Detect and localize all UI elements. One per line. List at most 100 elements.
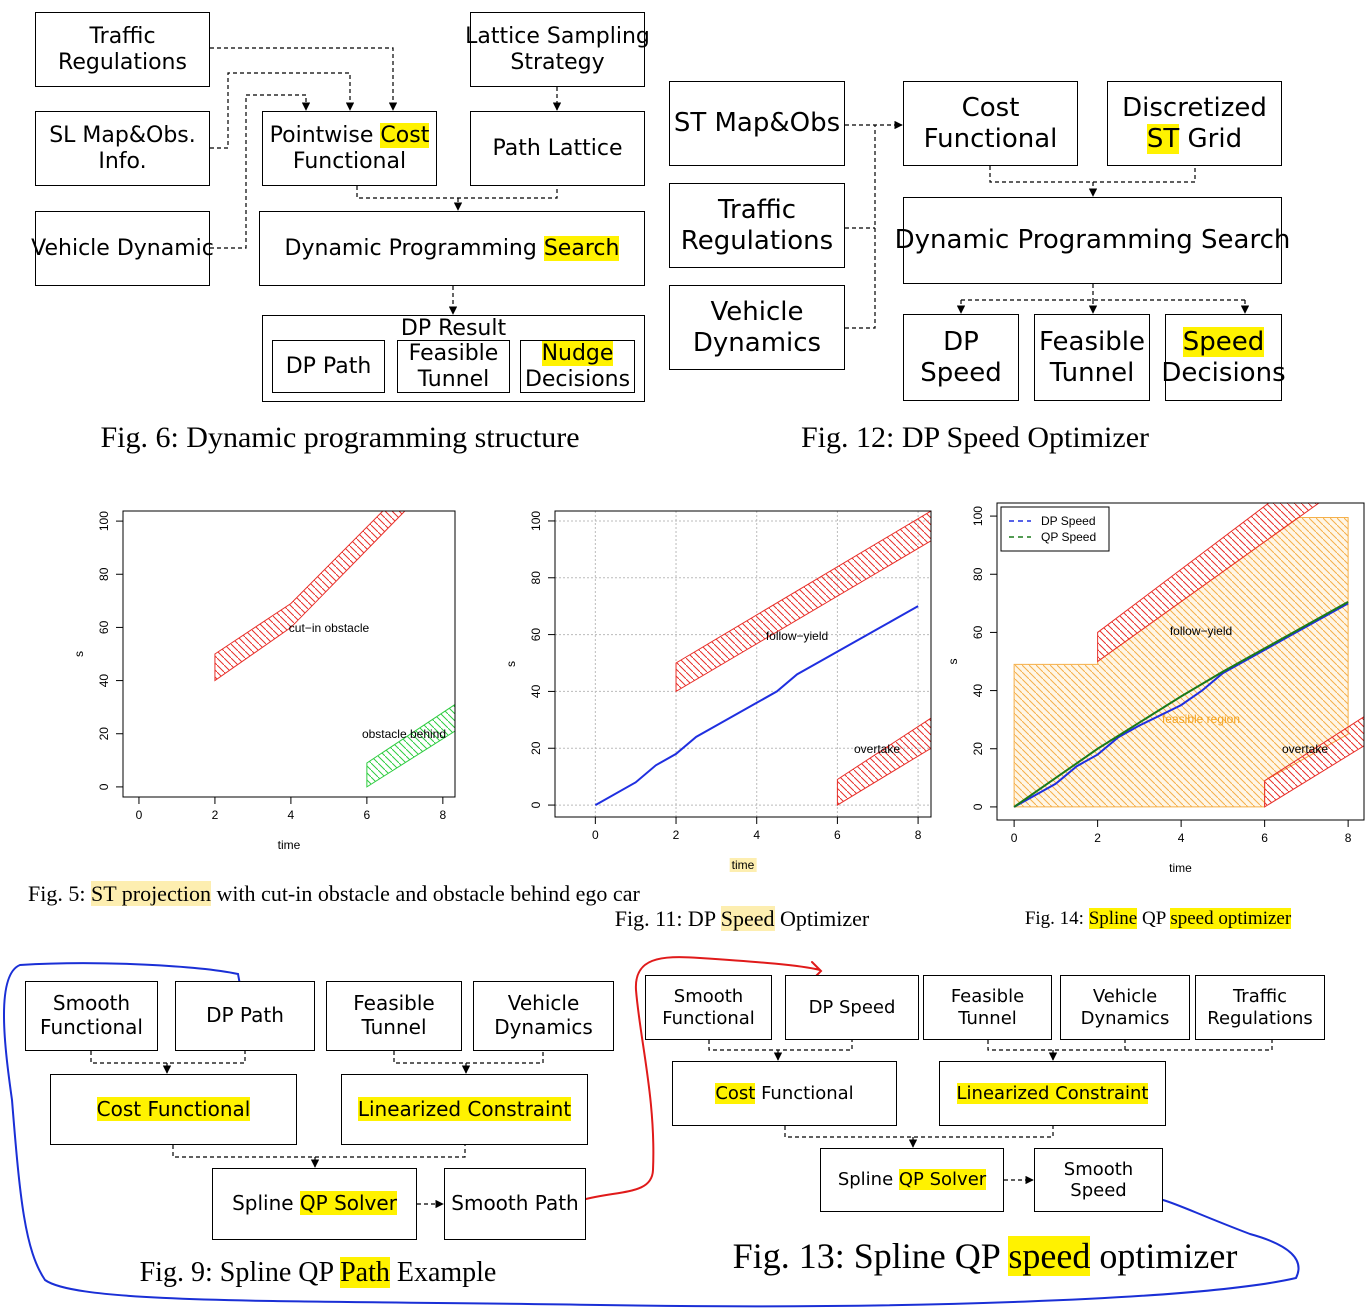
text: with cut-in obstacle and obstacle behind…	[210, 881, 640, 906]
text: ST projection	[90, 881, 211, 906]
x-tick-label: 8	[1345, 831, 1352, 845]
box: Dynamic Programming Search	[895, 197, 1290, 284]
y-tick-label: 0	[971, 803, 985, 810]
box: Lattice Sampling Strategy	[465, 12, 650, 87]
y-axis-label: s	[504, 661, 518, 667]
text-line: Nudge	[541, 340, 614, 367]
x-tick-label: 0	[136, 808, 143, 822]
text: Speed	[720, 906, 775, 932]
text: Dynamic Programming Search	[894, 225, 1291, 256]
y-tick-label: 60	[971, 625, 985, 639]
text-line: Strategy	[510, 50, 604, 76]
x-tick-label: 2	[212, 808, 219, 822]
text-line: Decisions	[1161, 358, 1285, 389]
text: Functional	[755, 1082, 854, 1104]
text-line: Pointwise Cost	[270, 122, 430, 149]
box: Pointwise Cost Functional	[262, 111, 437, 186]
text-line: DP Speed	[809, 997, 896, 1018]
caption: Fig. 5: ST projection with cut-in obstac…	[28, 880, 640, 909]
text: Dynamics	[494, 1015, 593, 1039]
text-line: Fig. 5: ST projection with cut-in obstac…	[28, 880, 640, 909]
text: Vehicle	[1092, 986, 1158, 1008]
text-line: Traffic	[1233, 986, 1287, 1007]
box: DP Path	[175, 981, 315, 1051]
annotation: feasible region	[1162, 712, 1240, 726]
text-line: Tunnel	[1050, 358, 1135, 389]
plot-area	[1013, 503, 1364, 808]
text: Dynamic Programming	[284, 235, 544, 261]
text-line: Feasible	[1039, 327, 1145, 358]
y-tick-label: 80	[529, 571, 543, 585]
text: Speed	[1070, 1180, 1127, 1201]
text: Search	[543, 235, 620, 261]
annotation: follow−yield	[766, 629, 828, 643]
plot-area	[214, 511, 455, 788]
legend-label: QP Speed	[1041, 530, 1096, 544]
text: Functional	[40, 1015, 143, 1039]
caption: Fig. 12: DP Speed Optimizer	[525, 421, 1369, 455]
text: Functional	[923, 123, 1058, 154]
text-line: Regulations	[58, 50, 187, 76]
text: Traffic	[1232, 986, 1288, 1008]
text-line: Fig. 6: Dynamic programming structure	[0, 421, 790, 455]
y-tick-label: 80	[97, 567, 111, 581]
text: Smooth	[52, 991, 131, 1016]
text: DP Speed	[808, 996, 896, 1018]
box: Cost Functional	[903, 81, 1078, 166]
text-line: Feasible	[409, 341, 499, 367]
region	[1264, 716, 1364, 808]
text: Tunnel	[1049, 357, 1135, 388]
text-line: Fig. 11: DP Speed Optimizer	[292, 906, 1192, 932]
text: Spline	[837, 1169, 899, 1191]
text: Feasible	[950, 986, 1025, 1008]
text: Path	[340, 1256, 390, 1288]
y-tick-label: 20	[971, 742, 985, 756]
text-line: Regulations	[1207, 1008, 1313, 1029]
box: Vehicle Dynamic	[31, 211, 214, 286]
text-line: Functional	[293, 149, 406, 175]
box: DP Result	[262, 315, 645, 402]
box: Smooth Functional	[25, 981, 158, 1051]
text: Dynamics	[692, 327, 822, 358]
text: Fig. 6: Dynamic programming structure	[100, 421, 580, 455]
text: Vehicle Dynamic	[31, 235, 214, 261]
x-tick-label: 0	[1011, 831, 1018, 845]
text-line: DP	[943, 327, 979, 358]
text: Cost	[961, 92, 1020, 123]
box: Vehicle Dynamics	[473, 981, 614, 1051]
text: Fig. 9: Spline QP	[139, 1256, 341, 1288]
box: Feasible Tunnel	[1034, 314, 1150, 401]
text-line: Functional	[924, 124, 1058, 155]
caption: Fig. 9: Spline QP Path Example	[0, 1256, 768, 1289]
text: SL Map&Obs.	[49, 122, 196, 148]
x-tick-label: 2	[673, 828, 680, 842]
x-tick-label: 4	[1178, 831, 1185, 845]
highlight	[729, 858, 757, 872]
x-tick-label: 6	[834, 828, 841, 842]
text-line: Discretized	[1122, 93, 1267, 124]
region	[1097, 503, 1320, 663]
region	[836, 717, 931, 806]
text-line: Dynamic Programming Search	[895, 225, 1291, 256]
text-line: Vehicle	[1093, 986, 1157, 1007]
x-tick-label: 2	[1094, 831, 1101, 845]
box: Cost Functional	[50, 1074, 297, 1145]
box: Vehicle Dynamics	[669, 285, 845, 370]
text: Fig. 11: DP	[614, 906, 721, 932]
text: Spline	[1088, 908, 1138, 930]
text-line: Traffic	[89, 24, 155, 50]
text: Vehicle	[507, 991, 580, 1016]
text: Linearized Constraint	[956, 1082, 1149, 1104]
text-line: Decisions	[525, 367, 630, 393]
text-line: Fig. 9: Spline QP Path Example	[0, 1256, 768, 1289]
text-line: ST Grid	[1146, 123, 1242, 155]
box: Traffic Regulations	[35, 12, 210, 87]
box: Speed Decisions	[1161, 314, 1286, 401]
text: Regulations	[1207, 1007, 1313, 1029]
text: Speed	[920, 357, 1002, 388]
text: Smooth	[1063, 1158, 1134, 1180]
x-tick-label: 6	[1261, 831, 1268, 845]
box: DP Speed	[785, 975, 919, 1040]
text: Tunnel	[361, 1015, 427, 1039]
